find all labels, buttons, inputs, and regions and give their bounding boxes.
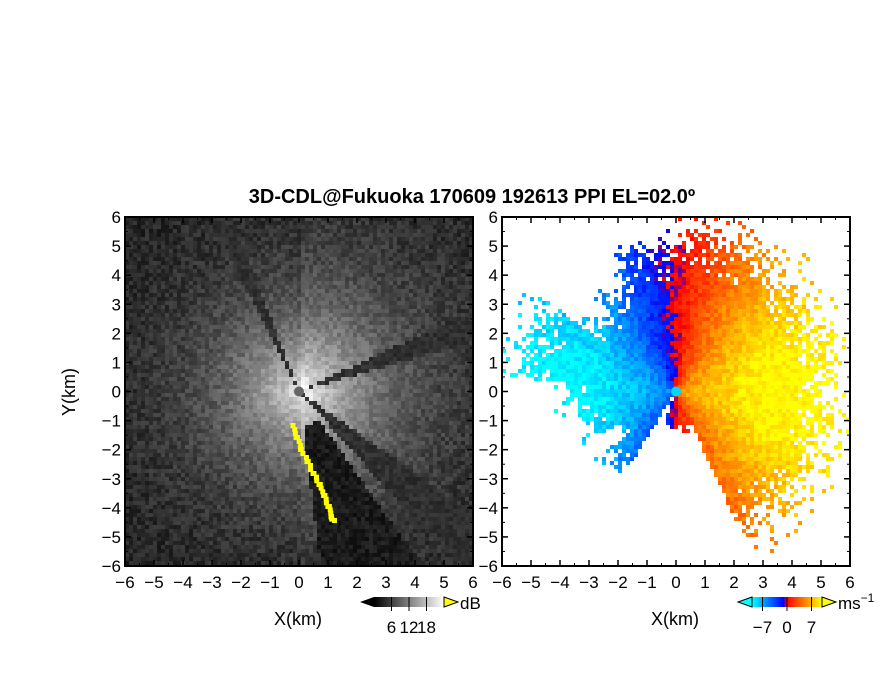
y-tick-label: −6 (479, 557, 498, 576)
x-tick-label: −2 (608, 573, 627, 592)
y-tick-label: 4 (112, 266, 121, 285)
x-tick-label: −2 (231, 573, 250, 592)
y-tick-label: 6 (489, 208, 498, 227)
x-tick-label: 2 (352, 573, 361, 592)
y-tick-label: 2 (489, 324, 498, 343)
x-tick-label: −4 (173, 573, 192, 592)
x-tick-label: −4 (550, 573, 569, 592)
x-tick-label: 6 (468, 573, 477, 592)
y-tick-label: −3 (102, 470, 121, 489)
y-tick-label: −2 (479, 441, 498, 460)
chart-title: 3D-CDL@Fukuoka 170609 192613 PPI EL=02.0… (248, 186, 696, 208)
colorbar-tick-label: 7 (807, 618, 816, 637)
x-tick-label: 5 (439, 573, 448, 592)
x-tick-label: 3 (381, 573, 390, 592)
colorbar-tick-label: 0 (782, 618, 791, 637)
x-tick-label: −6 (115, 573, 134, 592)
y-tick-label: 3 (489, 295, 498, 314)
velocity-colorbar: −7 0 7 ms−1 (736, 591, 875, 637)
y-tick-label: −4 (479, 499, 498, 518)
x-tick-label: 6 (845, 573, 854, 592)
velocity-colorbar-unit: ms−1 (838, 591, 875, 613)
right-axis-ticks: −6 −5 −4 −3 −2 −1 0 1 2 3 4 5 6 6 5 4 3 2 1 0 −1 −2 −3 −4 −5 −6 (479, 208, 855, 592)
y-tick-label: −1 (102, 412, 121, 431)
x-tick-label: −1 (260, 573, 279, 592)
left-y-axis-label: Y(km) (59, 368, 79, 416)
x-tick-label: −5 (521, 573, 540, 592)
velocity-unit-superscript: −1 (861, 591, 875, 605)
colorbar-over-arrow (443, 596, 460, 608)
left-axis-ticks: −6 −5 −4 −3 −2 −1 0 1 2 3 4 5 6 6 5 4 3 2 1 0 −1 −2 −3 −4 −5 −6 (102, 208, 478, 592)
x-tick-label: 2 (729, 573, 738, 592)
y-tick-label: −4 (102, 499, 121, 518)
y-tick-label: 0 (489, 383, 498, 402)
velocity-panel: −6 −5 −4 −3 −2 −1 0 1 2 3 4 5 6 6 5 4 3 2 1 0 −1 −2 −3 −4 −5 −6 (479, 208, 855, 592)
backscatter-colorbar-unit: dB (460, 594, 481, 613)
x-tick-label: −3 (202, 573, 221, 592)
x-tick-label: 4 (410, 573, 419, 592)
backscatter-field (125, 217, 473, 566)
y-tick-label: 3 (112, 295, 121, 314)
y-tick-label: −3 (479, 470, 498, 489)
colorbar-over-arrow (821, 596, 838, 608)
y-tick-label: −5 (479, 528, 498, 547)
y-tick-label: 1 (112, 353, 121, 372)
velocity-unit-base: ms (838, 594, 861, 613)
y-tick-label: −2 (102, 441, 121, 460)
x-tick-label: 0 (671, 573, 680, 592)
colorbar-under-arrow (736, 596, 753, 608)
y-tick-label: 5 (112, 237, 121, 256)
y-tick-label: −1 (479, 412, 498, 431)
colorbar-tick-label: 12 (400, 618, 419, 637)
colorbar-tick-label: 6 (387, 618, 396, 637)
x-tick-label: 0 (294, 573, 303, 592)
y-tick-label: 1 (489, 353, 498, 372)
x-tick-label: 1 (700, 573, 709, 592)
right-x-axis-label: X(km) (651, 609, 699, 629)
x-tick-label: −1 (637, 573, 656, 592)
x-tick-label: 4 (787, 573, 796, 592)
x-tick-label: −6 (492, 573, 511, 592)
y-tick-label: 0 (112, 383, 121, 402)
x-tick-label: 1 (323, 573, 332, 592)
colorbar-tick-label: 18 (417, 618, 436, 637)
backscatter-panel: −6 −5 −4 −3 −2 −1 0 1 2 3 4 5 6 6 5 4 3 2 1 0 −1 −2 −3 −4 −5 −6 (102, 208, 478, 592)
colorbar-under-arrow (360, 597, 374, 607)
x-tick-label: −5 (144, 573, 163, 592)
x-tick-label: 5 (816, 573, 825, 592)
colorbar-tick-label: −7 (753, 618, 772, 637)
y-tick-label: −6 (102, 557, 121, 576)
y-tick-label: 6 (112, 208, 121, 227)
y-tick-label: −5 (102, 528, 121, 547)
x-tick-label: −3 (579, 573, 598, 592)
y-tick-label: 5 (489, 237, 498, 256)
velocity-field (502, 217, 850, 566)
x-tick-label: 3 (758, 573, 767, 592)
y-tick-label: 2 (112, 324, 121, 343)
left-x-axis-label: X(km) (274, 609, 322, 629)
y-tick-label: 4 (489, 266, 498, 285)
